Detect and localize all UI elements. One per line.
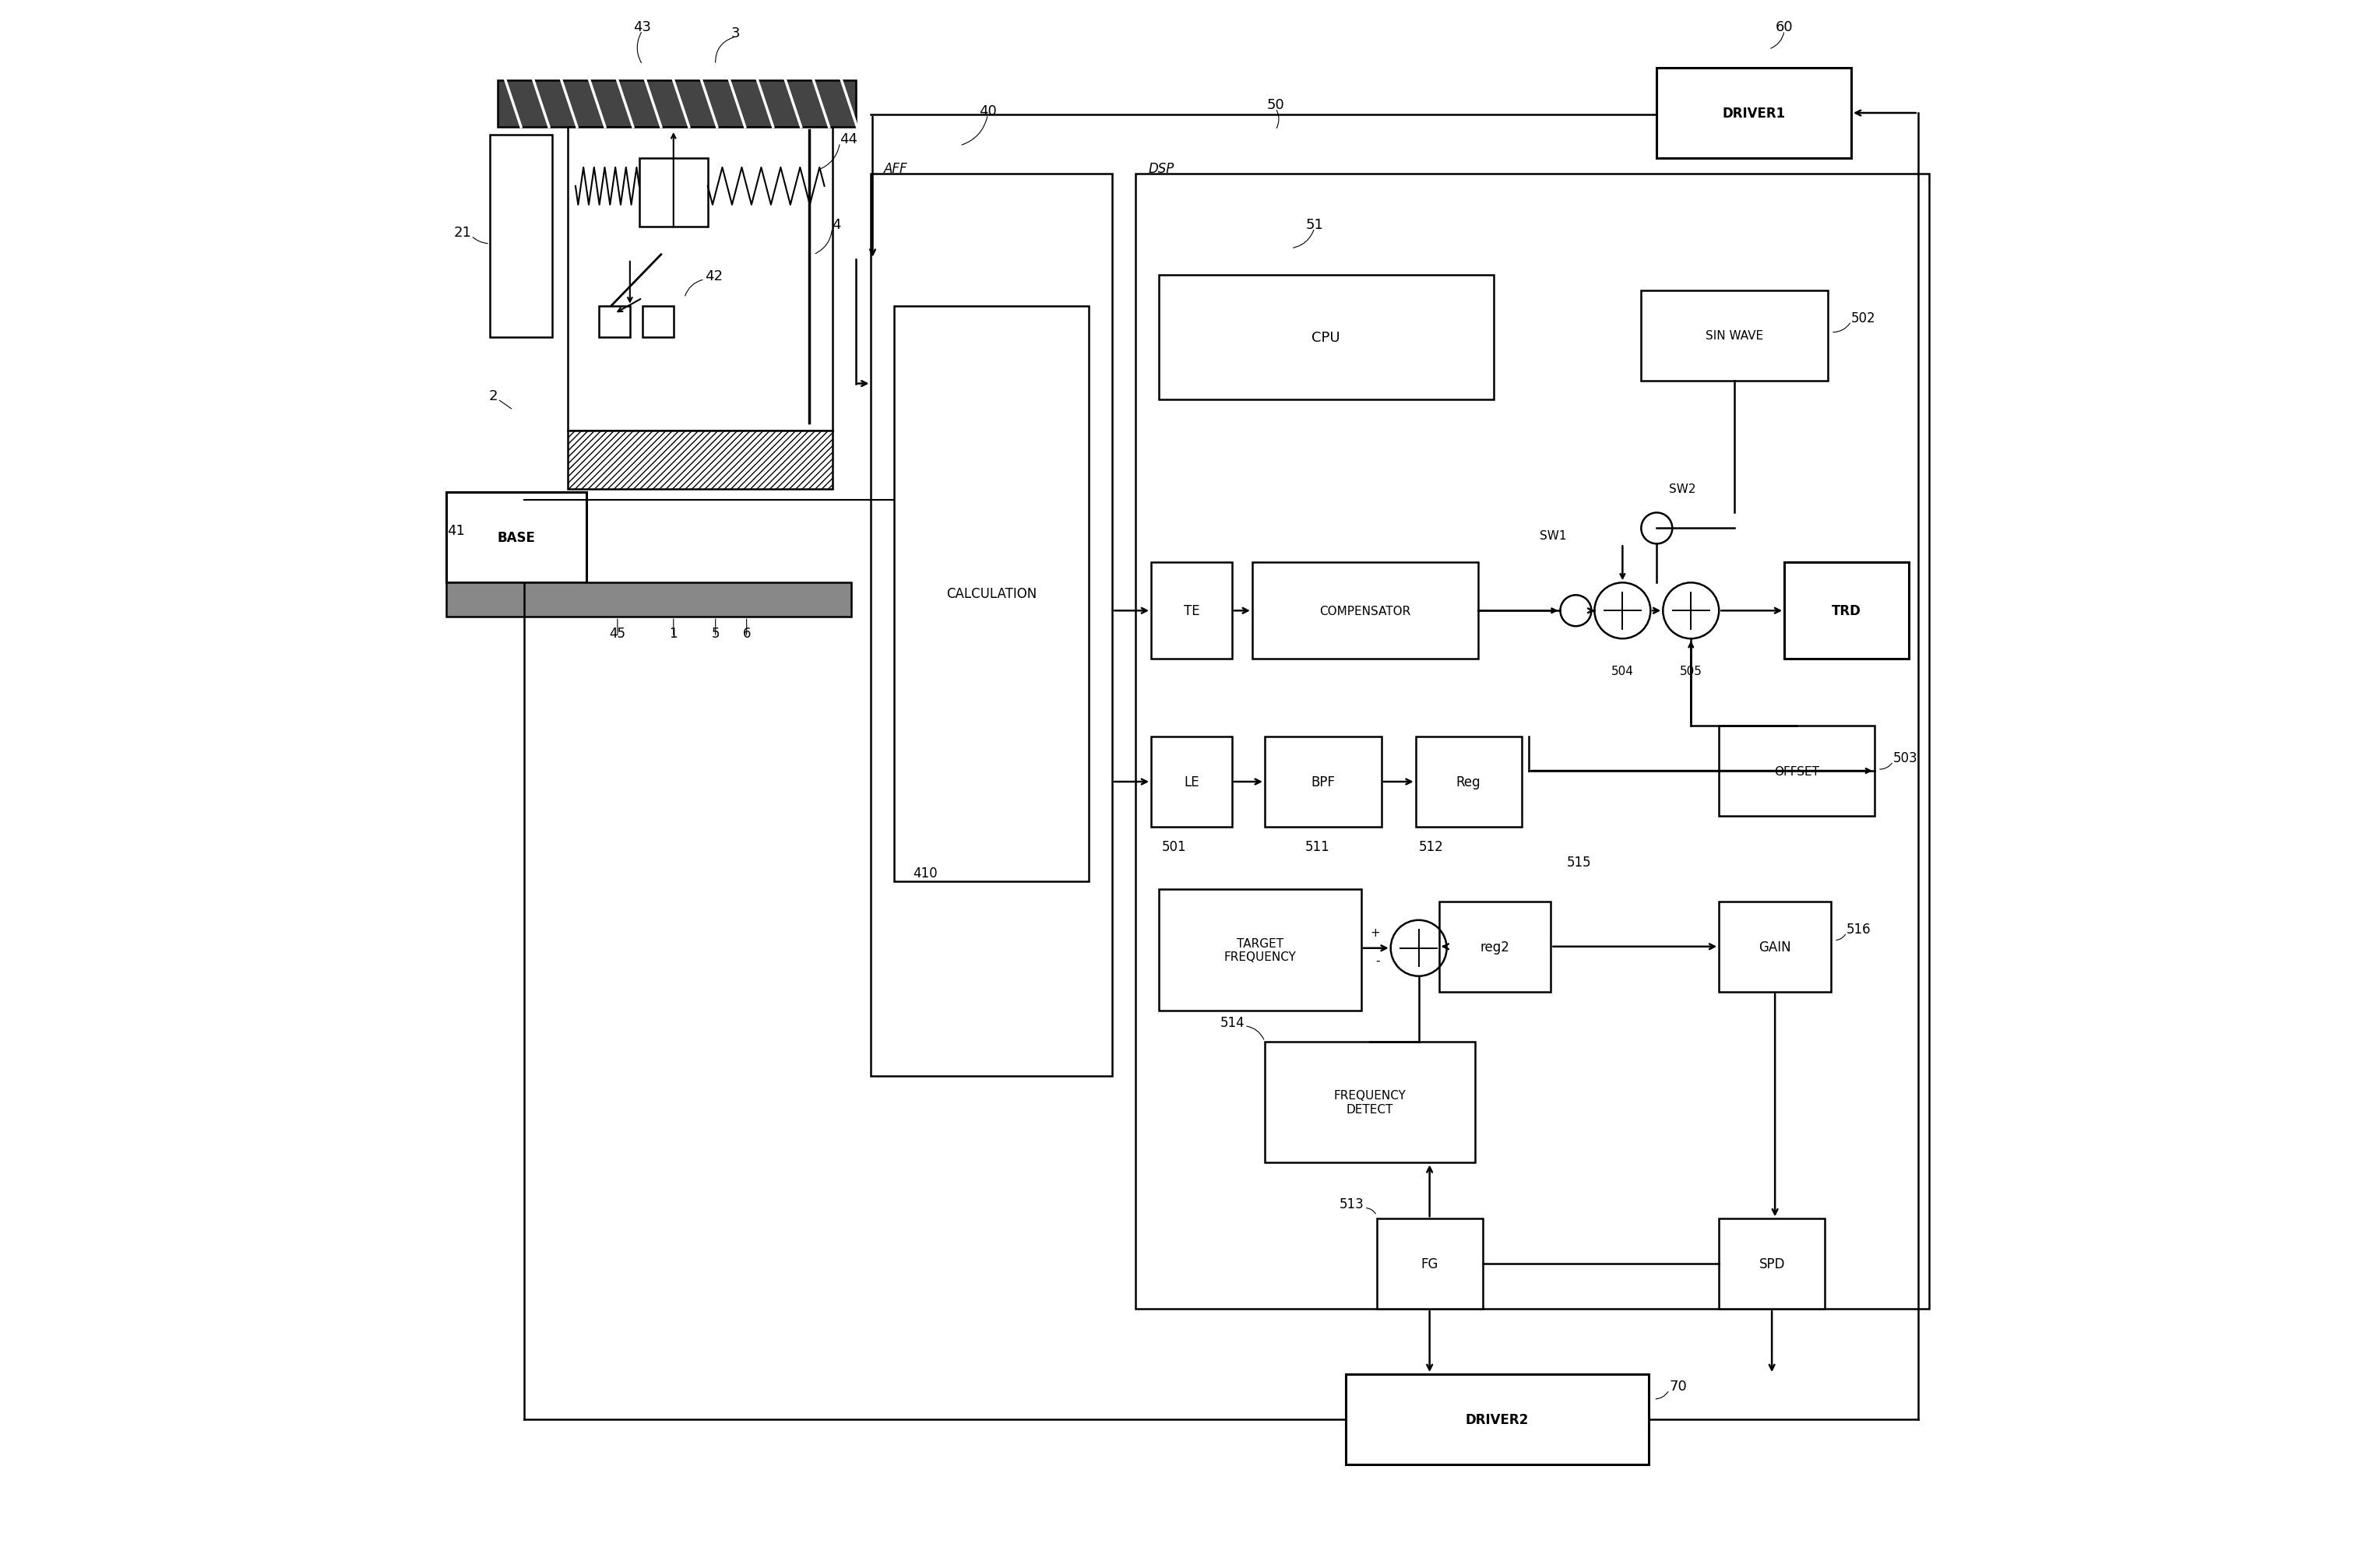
Text: AFF: AFF	[883, 162, 907, 176]
Text: GAIN: GAIN	[1759, 940, 1792, 954]
Text: TE: TE	[1183, 604, 1200, 618]
Circle shape	[1642, 514, 1673, 545]
Text: SPD: SPD	[1759, 1257, 1785, 1271]
Text: 511: 511	[1304, 840, 1330, 854]
Bar	[1785, 564, 1909, 659]
Bar	[1440, 902, 1552, 991]
Text: 410: 410	[914, 866, 938, 880]
Text: 42: 42	[704, 268, 724, 283]
Bar	[640, 159, 707, 226]
Text: Reg: Reg	[1457, 776, 1480, 788]
Bar	[497, 81, 854, 128]
Bar	[1159, 890, 1361, 1010]
Text: DRIVER1: DRIVER1	[1723, 106, 1785, 120]
Text: SW2: SW2	[1668, 484, 1697, 495]
Bar	[1264, 1041, 1476, 1163]
Text: 70: 70	[1668, 1378, 1687, 1392]
Text: 501: 501	[1161, 840, 1188, 854]
Text: 5: 5	[712, 626, 719, 640]
Bar	[1152, 737, 1233, 827]
Text: 6: 6	[743, 626, 750, 640]
Bar	[1656, 69, 1852, 159]
Text: BASE: BASE	[497, 531, 536, 545]
Bar	[490, 136, 552, 337]
Text: 503: 503	[1892, 751, 1918, 765]
Text: 3: 3	[731, 27, 740, 41]
Text: DSP: DSP	[1147, 162, 1173, 176]
Text: 2: 2	[488, 389, 497, 403]
Text: SW1: SW1	[1540, 531, 1566, 542]
Text: OFFSET: OFFSET	[1773, 765, 1818, 777]
Bar	[1345, 1374, 1649, 1464]
Bar	[871, 175, 1111, 1076]
Text: 505: 505	[1680, 665, 1702, 677]
Text: reg2: reg2	[1480, 940, 1509, 954]
Bar	[1718, 902, 1830, 991]
Text: TRD: TRD	[1833, 604, 1861, 618]
Bar	[1718, 726, 1875, 816]
Text: 1: 1	[669, 626, 678, 640]
Bar	[1642, 290, 1828, 381]
Bar	[1159, 275, 1492, 400]
Text: SIN WAVE: SIN WAVE	[1706, 329, 1764, 342]
Text: 50: 50	[1266, 98, 1285, 112]
Text: TARGET
FREQUENCY: TARGET FREQUENCY	[1223, 937, 1297, 963]
Bar	[447, 493, 585, 584]
Text: CALCULATION: CALCULATION	[947, 587, 1038, 601]
Bar	[569, 431, 833, 490]
Bar	[447, 584, 850, 617]
Text: 504: 504	[1611, 665, 1633, 677]
Bar	[1264, 737, 1380, 827]
Text: COMPENSATOR: COMPENSATOR	[1319, 606, 1411, 617]
Text: +: +	[1371, 927, 1380, 938]
Bar	[895, 306, 1090, 882]
Text: 513: 513	[1340, 1197, 1364, 1211]
Text: 4: 4	[833, 217, 840, 231]
Bar	[643, 306, 674, 337]
Bar	[1416, 737, 1521, 827]
Text: LE: LE	[1183, 776, 1200, 788]
Bar	[569, 128, 833, 431]
Text: 41: 41	[447, 524, 464, 539]
Text: 51: 51	[1307, 217, 1323, 231]
Text: FG: FG	[1421, 1257, 1438, 1271]
Text: 21: 21	[455, 225, 471, 239]
Text: 60: 60	[1775, 20, 1792, 34]
Text: 515: 515	[1566, 855, 1592, 869]
Text: 44: 44	[840, 133, 857, 147]
Text: 43: 43	[633, 20, 652, 34]
Bar	[1152, 564, 1233, 659]
Bar	[1718, 1219, 1825, 1310]
Circle shape	[1561, 595, 1592, 626]
Bar	[1135, 175, 1930, 1310]
Bar	[600, 306, 631, 337]
Text: BPF: BPF	[1311, 776, 1335, 788]
Text: 514: 514	[1221, 1015, 1245, 1029]
Text: DRIVER2: DRIVER2	[1466, 1413, 1528, 1427]
Text: -: -	[1376, 955, 1380, 966]
Text: 516: 516	[1847, 923, 1871, 937]
Bar	[1376, 1219, 1483, 1310]
Bar	[1252, 564, 1478, 659]
Text: 512: 512	[1418, 840, 1445, 854]
Text: 40: 40	[978, 105, 997, 119]
Text: CPU: CPU	[1311, 331, 1340, 345]
Text: 502: 502	[1852, 311, 1875, 325]
Text: 45: 45	[609, 626, 626, 640]
Text: FREQUENCY
DETECT: FREQUENCY DETECT	[1333, 1090, 1407, 1115]
